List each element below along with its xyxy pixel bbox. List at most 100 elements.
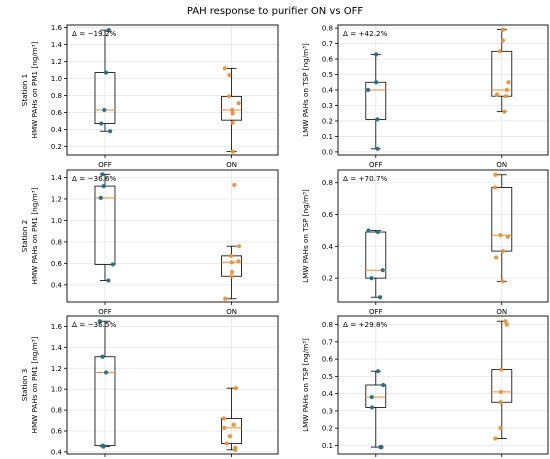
panel-5-on-point (498, 426, 503, 431)
figure-title: PAH response to purifier ON vs OFF (187, 6, 364, 17)
panel-5-off-point (381, 382, 386, 388)
panel-1-on-point (504, 87, 509, 93)
panel-0-delta: Δ = −19.2% (72, 29, 117, 38)
panel-1-xtick-label: OFF (369, 161, 383, 169)
panel-3-on-point (500, 279, 505, 284)
panel-5-ylabel: LMW PAHs on TSP [ng/m³] (301, 338, 310, 432)
panel-4-off-point (97, 319, 102, 324)
panel-0-on-point (236, 101, 241, 106)
panel-5-ytick-label: 0.3 (322, 407, 333, 415)
panel-2-on-point (236, 259, 241, 264)
panel-0-on-box (221, 95, 242, 121)
panel-1-ytick-label: 0.6 (322, 56, 334, 64)
panel-4-ytick-label: 1.4 (51, 344, 63, 352)
panel-2-off-point (110, 262, 115, 267)
panel-2-ytick-label: 1.0 (51, 217, 62, 225)
panel-4-ylabel: HMW PAHs on PM1 [ng/m³] (30, 336, 39, 433)
panel-1-ytick-label: 0.4 (322, 87, 334, 95)
panel-2-off-point (100, 172, 105, 177)
panel-4-ytick-label: 1.6 (51, 323, 63, 331)
panel-3-on-point (500, 249, 506, 254)
panel-3-off-point (369, 276, 374, 281)
panel-4-on-box (221, 418, 242, 444)
panel-3-ytick-label: 0.4 (322, 243, 334, 251)
panel-1-off-point (366, 87, 371, 93)
panel-0-on-point (230, 111, 235, 116)
panel-5-delta: Δ = +29.8% (343, 320, 388, 329)
panel-4-ytick-label: 0.6 (51, 428, 63, 436)
panel-1-xtick-label: ON (496, 161, 507, 169)
panel-1-ytick-label: 0.8 (322, 25, 333, 33)
panel-2-on-point (236, 244, 241, 249)
panel-0-ytick-label: 1.0 (51, 75, 62, 83)
panel-3-xtick-label: ON (496, 308, 507, 316)
panel-3-ylabel: LMW PAHs on TSP [ng/m³] (301, 189, 310, 283)
panel-1-off-point (375, 146, 380, 151)
panel-5-on-point (503, 319, 508, 324)
panel-0-on-point (222, 66, 227, 71)
panel-4-ytick-label: 1.0 (51, 386, 62, 394)
panel-1-on-point (500, 38, 505, 43)
panel-1-on-point (500, 27, 506, 32)
panel-3-ytick-label: 0.6 (322, 211, 334, 219)
panel-4-on-point (231, 422, 236, 427)
panel-2-ytick-label: 1.4 (51, 174, 63, 182)
panel-1-ylabel: LMW PAHs on TSP [ng/m³] (301, 43, 310, 137)
panel-0-ytick-label: 0.8 (51, 92, 62, 100)
panel-3-ytick-label: 0.2 (322, 275, 333, 283)
panel-3-off-point (375, 229, 380, 235)
panel-4-on-point (227, 434, 232, 439)
panel-2-station-label: Station 2 (20, 220, 29, 252)
panel-5-ytick-label: 0.1 (322, 442, 333, 450)
panel-2-ytick-label: 0.8 (51, 238, 62, 246)
panel-2-off-point (101, 183, 106, 189)
panel-1-off-point (374, 80, 379, 85)
panel-4-frame (66, 315, 279, 455)
panel-2-delta: Δ = −36.6% (72, 174, 117, 183)
panel-3-on-point (494, 255, 499, 260)
panel-3-on-point (493, 185, 498, 190)
panel-1-on-point (503, 94, 508, 99)
panel-0-ytick-label: 0.6 (51, 109, 63, 117)
panel-0-xtick-label: OFF (98, 161, 112, 169)
panel-1-off-point (375, 117, 380, 122)
panel-3-on-point (505, 234, 510, 239)
panel-1-on-point (506, 80, 511, 85)
panel-2-off-point (106, 278, 111, 283)
panel-5-on-point (504, 322, 509, 327)
panel-1-ytick-label: 0.3 (322, 102, 333, 110)
panel-2-on-point (228, 253, 233, 258)
panel-1-ytick-label: 0.1 (322, 133, 333, 141)
panel-3-delta: Δ = +70.7% (343, 174, 388, 183)
panel-1-on-point (494, 92, 500, 97)
panel-5-off-point (369, 394, 374, 400)
panel-2-ytick-label: 0.6 (51, 260, 63, 268)
panel-5-off-point (369, 405, 375, 410)
panel-0-on-point (230, 149, 235, 154)
panel-3-off-point (366, 228, 371, 233)
panel-0-ylabel: HMW PAHs on PM1 [ng/m³] (30, 41, 39, 138)
panel-0-ytick-label: 1.6 (51, 24, 63, 32)
panel-1-ytick-label: 0.0 (322, 148, 333, 156)
panel-4-ytick-label: 1.2 (51, 365, 62, 373)
panel-4-off-point (101, 444, 106, 449)
panel-2-on-point (229, 260, 234, 265)
panel-2-on-point (229, 274, 234, 279)
panel-3-background (338, 170, 548, 302)
panel-0-ytick-label: 1.2 (51, 58, 62, 66)
panel-0-on-point (226, 94, 232, 99)
panel-4-background (67, 316, 278, 454)
panel-4-off-point (103, 370, 109, 375)
panel-2-background (67, 170, 278, 302)
panel-2-xtick-label: OFF (98, 308, 112, 316)
panel-2-on-point (229, 269, 235, 275)
panel-0-ytick-label: 0.4 (51, 126, 63, 134)
panel-4-ytick-label: 0.4 (51, 448, 63, 456)
panel-5-ytick-label: 0.2 (322, 425, 333, 433)
panel-5-off-box (365, 384, 387, 408)
panel-0-off-point (108, 129, 113, 134)
panel-5-ytick-label: 0.5 (322, 373, 333, 381)
panel-1-off-point (374, 52, 379, 57)
panel-4-station-label: Station 3 (20, 369, 29, 401)
